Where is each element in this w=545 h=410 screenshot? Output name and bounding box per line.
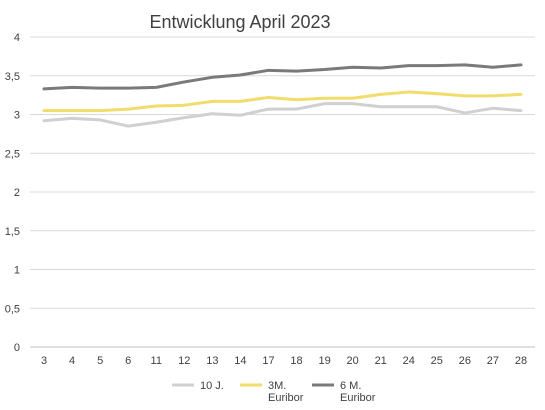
x-tick-label: 28 [515,355,527,367]
x-tick-label: 14 [234,355,246,367]
x-tick-label: 11 [151,355,162,367]
axes: 0 0,5 1 1,5 2 2,5 3 3,5 4 3 4 5 6 11 12 13 14 17 18 19 20 21 2… [5,32,535,367]
x-tick-label: 25 [431,355,443,367]
x-tick-label: 21 [375,355,387,367]
series-line-1 [42,90,523,113]
series-line-0 [42,102,523,128]
y-tick-label: 4 [14,32,20,44]
x-tick-label: 26 [459,355,471,367]
legend-label: Euribor [268,392,304,404]
x-tick-label: 4 [69,355,75,367]
y-tick-label: 1 [14,265,20,277]
x-tick-label: 6 [125,355,131,367]
x-tick-label: 12 [178,355,190,367]
series-line-2 [42,63,523,91]
y-tick-label: 2,5 [5,148,20,160]
legend-label: 6 M. [340,380,361,392]
y-tick-label: 1,5 [5,226,20,238]
x-tick-label: 19 [318,355,330,367]
legend-label: Euribor [340,392,376,404]
y-tick-label: 3 [14,110,20,122]
x-tick-label: 18 [290,355,302,367]
legend-label: 3M. [268,380,286,392]
x-tick-label: 5 [97,355,103,367]
x-tick-label: 24 [403,355,415,367]
gridlines [30,36,535,309]
y-tick-label: 0 [14,342,20,354]
x-tick-label: 20 [347,355,359,367]
series-lines [42,63,523,128]
chart-title: Entwicklung April 2023 [149,12,330,32]
legend-label: 10 J. [200,380,224,392]
x-tick-label: 17 [262,355,274,367]
y-tick-label: 2 [14,187,20,199]
x-tick-label: 27 [487,355,499,367]
x-tick-label: 13 [206,355,218,367]
y-tick-label: 0,5 [5,303,20,315]
y-tick-label: 3,5 [5,71,20,83]
x-tick-label: 3 [41,355,47,367]
